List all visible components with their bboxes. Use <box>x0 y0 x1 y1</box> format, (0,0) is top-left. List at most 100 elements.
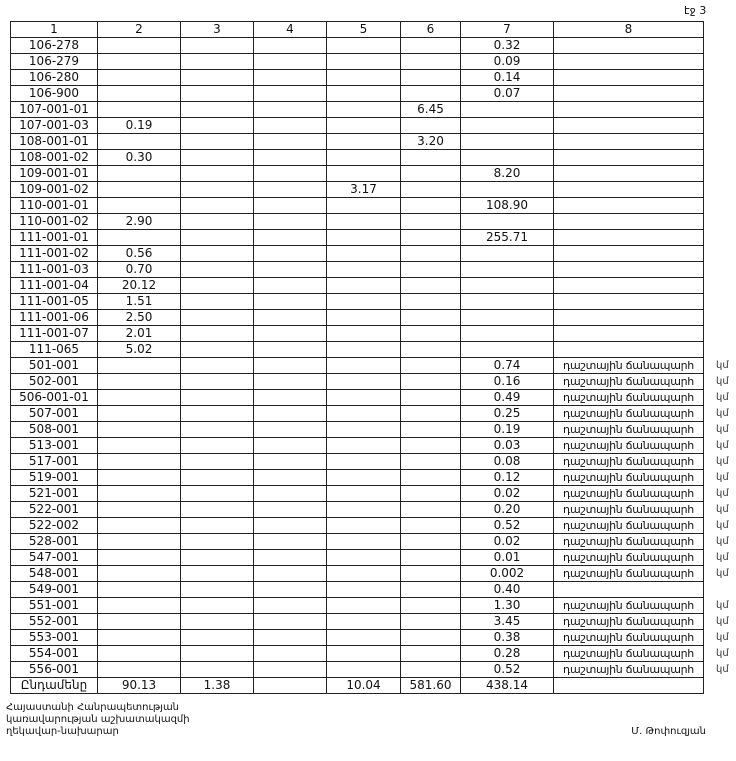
cell-col-3 <box>180 437 254 454</box>
cell-col-4 <box>253 197 327 214</box>
cell-col-1: 551-001 <box>10 597 98 614</box>
cell-col-3 <box>180 373 254 390</box>
cell-col-6 <box>400 517 461 534</box>
cell-col-4 <box>253 597 327 614</box>
cell-col-8: դաշտային ճանապարհ <box>553 453 704 470</box>
cell-col-5 <box>326 629 401 646</box>
cell-col-4 <box>253 245 327 262</box>
cell-col-4 <box>253 533 327 550</box>
cell-col-6 <box>400 85 461 102</box>
cell-col-5 <box>326 133 401 150</box>
cell-col-3 <box>180 245 254 262</box>
cell-col-7 <box>460 309 554 326</box>
cell-col-3: 1.38 <box>180 677 254 694</box>
cell-col-6 <box>400 149 461 166</box>
cell-col-2 <box>97 661 181 678</box>
cell-col-8 <box>553 213 704 230</box>
cell-col-7: 0.12 <box>460 469 554 486</box>
cell-col-6 <box>400 421 461 438</box>
cell-col-6 <box>400 469 461 486</box>
cell-col-7: 3.45 <box>460 613 554 630</box>
cell-col-7 <box>460 261 554 278</box>
unit-label: կմ <box>716 359 729 371</box>
unit-label: կմ <box>716 615 729 627</box>
cell-col-6: 581.60 <box>400 677 461 694</box>
footer-line: կառավարության աշխատակազմի <box>6 714 190 725</box>
cell-col-2 <box>97 373 181 390</box>
cell-col-7: 0.25 <box>460 405 554 422</box>
cell-col-3 <box>180 165 254 182</box>
table-row: 508-001 0.19 դաշտային ճանապարհ <box>10 421 704 438</box>
cell-col-5 <box>326 53 401 70</box>
cell-col-3 <box>180 69 254 86</box>
cell-col-3 <box>180 389 254 406</box>
cell-col-8 <box>553 229 704 246</box>
cell-col-4 <box>253 293 327 310</box>
unit-label: կմ <box>716 407 729 419</box>
cell-col-6 <box>400 197 461 214</box>
cell-col-1: 108-001-01 <box>10 133 98 150</box>
cell-col-6 <box>400 485 461 502</box>
cell-col-7: 0.19 <box>460 421 554 438</box>
cell-col-2 <box>97 469 181 486</box>
cell-col-7 <box>460 149 554 166</box>
column-header: 6 <box>400 21 461 38</box>
cell-col-2: 20.12 <box>97 277 181 294</box>
cell-col-1: 513-001 <box>10 437 98 454</box>
cell-col-2 <box>97 197 181 214</box>
cell-col-5 <box>326 229 401 246</box>
cell-col-8 <box>553 165 704 182</box>
cell-col-5 <box>326 149 401 166</box>
cell-col-1: Ընդամենը <box>10 677 98 694</box>
table-row: 106-278 0.32 <box>10 37 704 54</box>
cell-col-4 <box>253 229 327 246</box>
cell-col-5 <box>326 309 401 326</box>
table-row: 110-001-02 2.90 <box>10 213 704 230</box>
cell-col-6 <box>400 613 461 630</box>
cell-col-1: 502-001 <box>10 373 98 390</box>
cell-col-1: 106-278 <box>10 37 98 54</box>
cell-col-5 <box>326 517 401 534</box>
cell-col-3 <box>180 293 254 310</box>
cell-col-7: 0.32 <box>460 37 554 54</box>
cell-col-5 <box>326 85 401 102</box>
table-row: 548-001 0.002 դաշտային ճանապարհ <box>10 565 704 582</box>
cell-col-7: 0.38 <box>460 629 554 646</box>
cell-col-5: 10.04 <box>326 677 401 694</box>
cell-col-6 <box>400 261 461 278</box>
cell-col-6 <box>400 245 461 262</box>
cell-col-6 <box>400 293 461 310</box>
cell-col-6 <box>400 437 461 454</box>
table-row: 549-001 0.40 <box>10 581 704 598</box>
cell-col-2 <box>97 581 181 598</box>
cell-col-1: 108-001-02 <box>10 149 98 166</box>
cell-col-7 <box>460 133 554 150</box>
cell-col-2 <box>97 101 181 118</box>
table-row: 519-001 0.12 դաշտային ճանապարհ <box>10 469 704 486</box>
cell-col-3 <box>180 629 254 646</box>
cell-col-8 <box>553 181 704 198</box>
cell-col-8: դաշտային ճանապարհ <box>553 645 704 662</box>
cell-col-3 <box>180 197 254 214</box>
cell-col-4 <box>253 213 327 230</box>
cell-col-7: 0.40 <box>460 581 554 598</box>
table-row: 111-001-01 255.71 <box>10 229 704 246</box>
cell-col-6 <box>400 549 461 566</box>
unit-label: կմ <box>716 599 729 611</box>
cell-col-5 <box>326 469 401 486</box>
cell-col-3 <box>180 101 254 118</box>
cell-col-1: 519-001 <box>10 469 98 486</box>
cell-col-4 <box>253 485 327 502</box>
cell-col-7 <box>460 277 554 294</box>
cell-col-2 <box>97 437 181 454</box>
cell-col-1: 111-001-01 <box>10 229 98 246</box>
cell-col-7 <box>460 245 554 262</box>
cell-col-3 <box>180 37 254 54</box>
cell-col-3 <box>180 533 254 550</box>
cell-col-8 <box>553 341 704 358</box>
cell-col-7 <box>460 101 554 118</box>
cell-col-5 <box>326 437 401 454</box>
cell-col-3 <box>180 277 254 294</box>
cell-col-1: 106-900 <box>10 85 98 102</box>
